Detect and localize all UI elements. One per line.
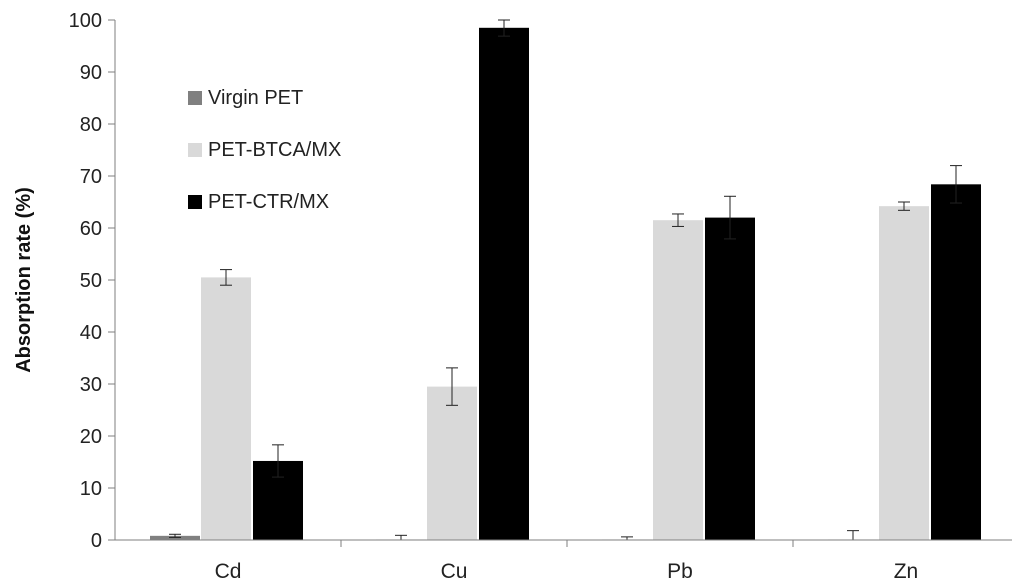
y-tick-label: 90: [80, 62, 102, 84]
legend-swatch: [188, 195, 202, 209]
legend-label: Virgin PET: [208, 87, 303, 109]
legend-label: PET-BTCA/MX: [208, 139, 341, 161]
x-tick-label: Zn: [894, 560, 919, 583]
bars: [150, 27, 981, 541]
legend-swatch: [188, 143, 202, 157]
x-tick-label: Cu: [441, 560, 468, 583]
bar: [705, 217, 755, 540]
bar: [201, 277, 251, 540]
x-tick-label: Cd: [215, 560, 242, 583]
error-bars: [169, 19, 962, 541]
bar: [931, 184, 981, 540]
y-tick-label: 80: [80, 114, 102, 136]
bar: [653, 220, 703, 540]
y-axis-title: Absorption rate (%): [13, 187, 35, 373]
bar: [150, 535, 200, 540]
legend-swatch: [188, 91, 202, 105]
bar: [879, 206, 929, 540]
y-tick-label: 10: [80, 478, 102, 500]
y-tick-label: 0: [91, 530, 102, 552]
bar: [479, 27, 529, 541]
y-tick-label: 40: [80, 322, 102, 344]
x-tick-label: Pb: [667, 560, 693, 583]
bar: [427, 386, 477, 540]
y-tick-label: 70: [80, 166, 102, 188]
y-tick-label: 100: [69, 10, 102, 32]
y-tick-label: 30: [80, 374, 102, 396]
y-axis-ticks: 0 10 20 30 40 50 60 70 80 90 100: [69, 10, 115, 552]
y-tick-label: 50: [80, 270, 102, 292]
axes: [114, 20, 1012, 547]
x-axis-labels: Cd Cu Pb Zn: [215, 560, 919, 583]
y-tick-label: 20: [80, 426, 102, 448]
legend-label: PET-CTR/MX: [208, 191, 329, 213]
y-tick-label: 60: [80, 218, 102, 240]
legend: Virgin PET PET-BTCA/MX PET-CTR/MX: [188, 87, 341, 213]
